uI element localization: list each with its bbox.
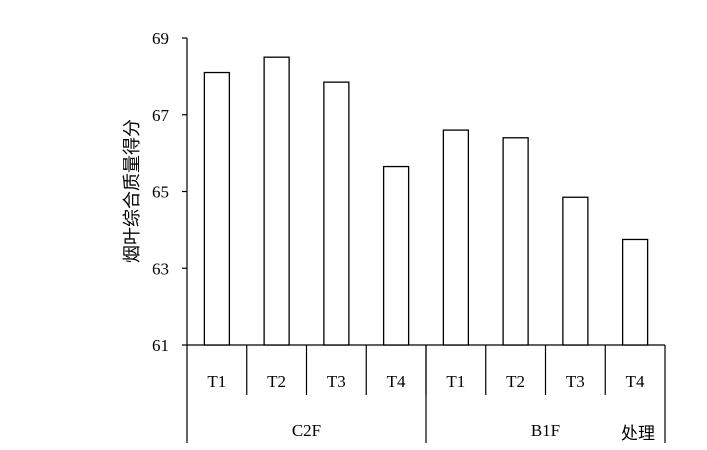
bar-C2F-T2 (263, 56, 290, 346)
y-tick-label: 67 (152, 106, 170, 125)
y-tick-label: 69 (152, 29, 169, 48)
category-label: T1 (207, 372, 226, 391)
bar-C2F-T4 (382, 165, 410, 346)
x-axis-title: 处理 (621, 424, 655, 443)
bar-B1F-T1 (442, 129, 470, 346)
category-label: T4 (387, 372, 406, 391)
axes (182, 37, 666, 443)
group-label-C2F: C2F (292, 421, 321, 440)
bar-B1F-T3 (562, 196, 589, 346)
y-tick-label: 65 (152, 183, 169, 202)
category-label: T3 (327, 372, 346, 391)
category-label: T2 (267, 372, 286, 391)
category-label: T4 (626, 372, 645, 391)
category-label: T2 (506, 372, 525, 391)
category-label: T1 (446, 372, 465, 391)
bar-B1F-T2 (502, 137, 529, 346)
y-tick-label: 61 (152, 336, 169, 355)
bars (203, 56, 649, 346)
bar-C2F-T1 (203, 71, 231, 346)
bar-B1F-T4 (621, 238, 649, 346)
category-label: T3 (566, 372, 585, 391)
y-tick-label: 63 (152, 259, 169, 278)
bar-C2F-T3 (323, 81, 350, 346)
group-label-B1F: B1F (531, 421, 560, 440)
labels: 61 63 65 67 69 T1 T2 T3 T4 T1 T2 T3 T4 C2F B1F (152, 29, 645, 440)
y-axis-title: 烟叶综合质量得分 (122, 119, 142, 263)
